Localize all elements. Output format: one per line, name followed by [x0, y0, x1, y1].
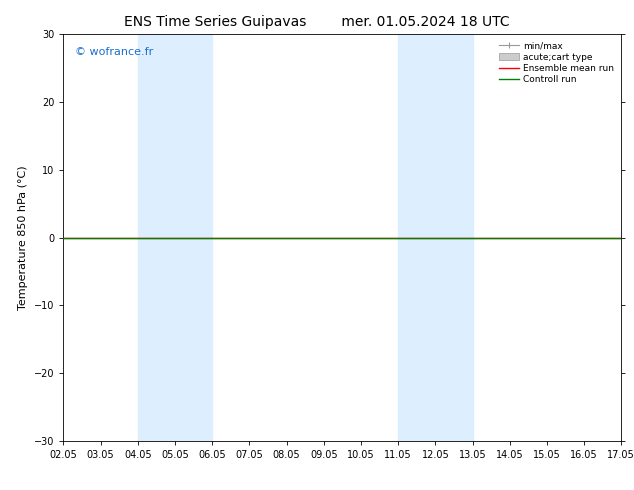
Text: ENS Time Series Guipavas        mer. 01.05.2024 18 UTC: ENS Time Series Guipavas mer. 01.05.2024… [124, 15, 510, 29]
Bar [398, 34, 472, 441]
Bar [138, 34, 212, 441]
Text: © wofrance.fr: © wofrance.fr [75, 47, 153, 56]
Y-axis label: Temperature 850 hPa (°C): Temperature 850 hPa (°C) [18, 165, 29, 310]
Legend: min/max, acute;cart type, Ensemble mean run, Controll run: min/max, acute;cart type, Ensemble mean … [496, 39, 617, 87]
